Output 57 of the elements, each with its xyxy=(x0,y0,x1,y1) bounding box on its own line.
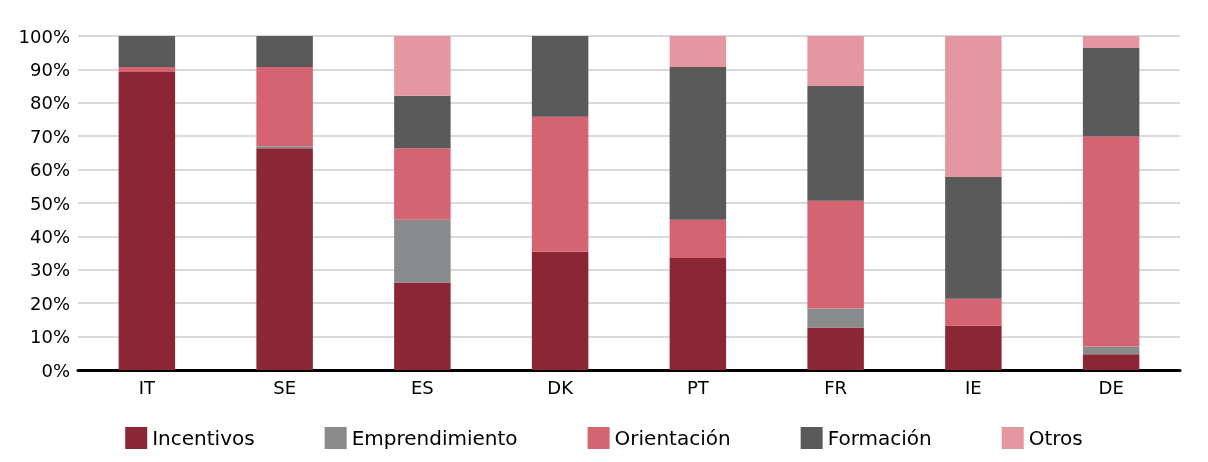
y-tick-label: 40% xyxy=(29,225,70,247)
bar xyxy=(669,258,727,370)
x-tick-label: SE xyxy=(273,376,297,398)
bar xyxy=(945,298,1002,326)
bar xyxy=(531,116,589,252)
bar xyxy=(256,146,313,149)
y-tick-label: 30% xyxy=(29,259,70,281)
legend-label: Emprendimiento xyxy=(351,426,518,450)
bar xyxy=(807,308,864,328)
y-tick-label: 70% xyxy=(29,125,70,147)
x-tick-label: FR xyxy=(824,376,848,398)
bar xyxy=(118,36,176,68)
bar xyxy=(807,200,864,309)
bar xyxy=(807,86,864,201)
bar xyxy=(669,36,727,68)
legend-label: Formación xyxy=(827,426,932,450)
bar xyxy=(118,72,176,370)
bar xyxy=(669,219,727,259)
bar xyxy=(394,36,451,96)
bar xyxy=(394,219,451,283)
bar xyxy=(945,36,1002,177)
bar xyxy=(945,176,1002,299)
y-tick-label: 60% xyxy=(29,159,70,181)
x-tick-label: DK xyxy=(547,376,575,398)
legend-label: Otros xyxy=(1028,426,1083,450)
legend-label: Incentivos xyxy=(152,426,255,450)
bar xyxy=(531,251,589,370)
x-tick-label: IE xyxy=(965,376,982,398)
y-tick-label: 50% xyxy=(29,192,70,214)
x-tick-label: PT xyxy=(686,376,710,398)
bar xyxy=(1082,36,1140,49)
y-tick-label: 20% xyxy=(29,292,70,314)
bar xyxy=(118,67,176,73)
y-tick-label: 0% xyxy=(41,359,70,381)
bar xyxy=(394,95,451,149)
x-tick-label: IT xyxy=(138,376,157,398)
y-tick-label: 10% xyxy=(29,326,70,348)
bar xyxy=(1082,48,1140,137)
bar xyxy=(1082,346,1140,355)
x-tick-label: ES xyxy=(410,376,434,398)
bar xyxy=(669,67,727,220)
y-tick-label: 90% xyxy=(29,58,70,80)
bar xyxy=(256,67,313,147)
y-tick-label: 80% xyxy=(29,92,70,114)
bar xyxy=(394,282,451,370)
bar xyxy=(945,325,1002,370)
bar xyxy=(256,148,313,370)
y-tick-label: 100% xyxy=(18,25,70,47)
bar xyxy=(1082,354,1140,370)
bar xyxy=(1082,136,1140,347)
bar xyxy=(807,36,864,87)
bar xyxy=(256,36,313,68)
bar xyxy=(531,36,589,117)
bar xyxy=(807,327,864,370)
bar xyxy=(394,148,451,220)
legend-label: Orientación xyxy=(614,426,731,450)
x-tick-label: DE xyxy=(1098,376,1124,398)
